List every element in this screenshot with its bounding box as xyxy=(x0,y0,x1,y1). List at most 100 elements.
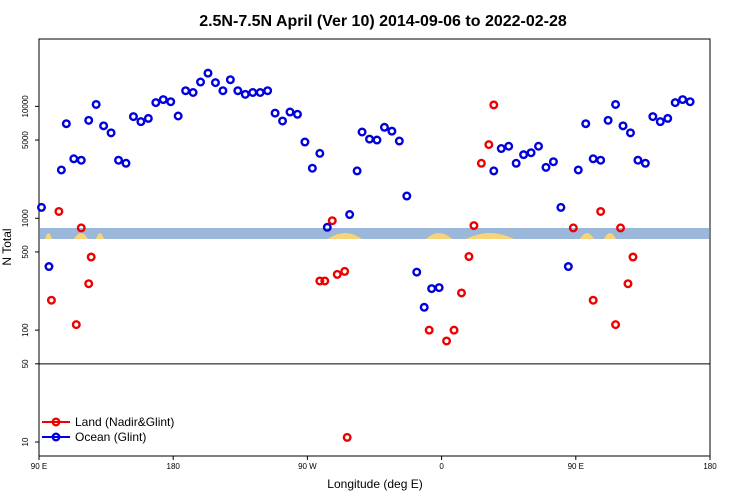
chart-title: 2.5N-7.5N April (Ver 10) 2014-09-06 to 2… xyxy=(199,13,567,30)
point-land-1 xyxy=(54,206,64,216)
map-ocean xyxy=(40,228,709,239)
legend: Land (Nadir&Glint) Ocean (Glint) xyxy=(42,415,174,444)
point-ocean-74 xyxy=(655,117,665,127)
x-tick-label-4: 90 E xyxy=(568,462,584,471)
point-ocean-22 xyxy=(203,68,213,78)
point-ocean-63 xyxy=(573,165,583,175)
point-ocean-17 xyxy=(166,97,176,107)
point-ocean-24 xyxy=(218,86,228,96)
point-ocean-8 xyxy=(99,121,109,131)
legend-label-ocean: Ocean (Glint) xyxy=(75,430,146,444)
point-ocean-42 xyxy=(365,134,375,144)
point-ocean-62 xyxy=(563,262,573,272)
point-ocean-27 xyxy=(240,89,250,99)
point-ocean-10 xyxy=(114,155,124,165)
point-ocean-16 xyxy=(158,95,168,105)
point-ocean-77 xyxy=(678,95,688,105)
point-land-17 xyxy=(469,221,479,231)
x-tick-label-1: 180 xyxy=(167,462,181,471)
point-land-18 xyxy=(476,158,486,168)
point-land-25 xyxy=(616,223,626,233)
x-tick-label-3: 0 xyxy=(439,462,444,471)
point-ocean-23 xyxy=(210,78,220,88)
map-land-4 xyxy=(426,233,452,239)
point-ocean-3 xyxy=(61,119,71,129)
point-ocean-30 xyxy=(263,86,273,96)
point-land-8 xyxy=(327,216,337,226)
map-land-0 xyxy=(45,233,52,239)
point-ocean-48 xyxy=(412,267,422,277)
point-ocean-47 xyxy=(402,191,412,201)
point-ocean-11 xyxy=(121,158,131,168)
point-ocean-64 xyxy=(581,119,591,129)
point-ocean-57 xyxy=(526,148,536,158)
y-tick-label-4: 1000 xyxy=(21,209,30,227)
point-ocean-69 xyxy=(618,121,628,131)
point-land-20 xyxy=(489,100,499,110)
y-tick-label-2: 100 xyxy=(21,323,30,337)
point-ocean-36 xyxy=(307,163,317,173)
y-tick-label-5: 5000 xyxy=(21,131,30,149)
point-ocean-73 xyxy=(648,112,658,122)
point-ocean-54 xyxy=(504,141,514,151)
map-land-7 xyxy=(604,233,616,239)
point-land-12 xyxy=(424,325,434,335)
point-land-22 xyxy=(588,295,598,305)
point-ocean-78 xyxy=(685,97,695,107)
data-points xyxy=(36,68,695,442)
point-ocean-55 xyxy=(511,158,521,168)
point-land-26 xyxy=(623,279,633,289)
point-land-14 xyxy=(449,325,459,335)
point-ocean-60 xyxy=(548,157,558,167)
point-ocean-33 xyxy=(285,107,295,117)
point-ocean-6 xyxy=(84,115,94,125)
point-land-10 xyxy=(340,266,350,276)
point-ocean-26 xyxy=(233,86,243,96)
point-ocean-9 xyxy=(106,128,116,138)
point-ocean-21 xyxy=(196,77,206,87)
point-land-4 xyxy=(84,279,94,289)
legend-label-land: Land (Nadir&Glint) xyxy=(75,415,174,429)
point-land-3 xyxy=(76,223,86,233)
point-ocean-49 xyxy=(419,302,429,312)
point-ocean-44 xyxy=(379,122,389,132)
point-ocean-46 xyxy=(394,136,404,146)
point-ocean-20 xyxy=(188,88,198,98)
point-ocean-1 xyxy=(44,262,54,272)
point-ocean-25 xyxy=(225,75,235,85)
point-ocean-29 xyxy=(255,88,265,98)
point-ocean-4 xyxy=(69,154,79,164)
point-ocean-50 xyxy=(427,284,437,294)
legend-marker-ocean xyxy=(51,432,61,442)
point-ocean-53 xyxy=(496,144,506,154)
point-ocean-15 xyxy=(151,98,161,108)
x-tick-label-0: 90 E xyxy=(31,462,47,471)
point-ocean-7 xyxy=(91,99,101,109)
y-axis: 10 50 100 500 1000 5000 10000 xyxy=(21,95,39,446)
point-land-6 xyxy=(315,276,325,286)
point-ocean-38 xyxy=(322,222,332,232)
point-land-13 xyxy=(442,336,452,346)
point-ocean-72 xyxy=(640,158,650,168)
point-land-16 xyxy=(464,252,474,262)
point-land-15 xyxy=(456,288,466,298)
x-tick-label-5: 180 xyxy=(703,462,717,471)
point-ocean-70 xyxy=(625,128,635,138)
point-ocean-31 xyxy=(270,108,280,118)
point-ocean-14 xyxy=(143,113,153,123)
point-ocean-41 xyxy=(357,127,367,137)
point-ocean-71 xyxy=(633,155,643,165)
map-land-3 xyxy=(328,233,362,239)
y-tick-label-3: 500 xyxy=(21,245,30,259)
point-ocean-65 xyxy=(588,154,598,164)
point-ocean-58 xyxy=(534,141,544,151)
point-ocean-35 xyxy=(300,137,310,147)
point-land-24 xyxy=(611,320,621,330)
point-ocean-40 xyxy=(352,166,362,176)
map-land-5 xyxy=(466,233,514,239)
map-land-6 xyxy=(580,233,594,239)
point-ocean-12 xyxy=(128,112,138,122)
point-ocean-37 xyxy=(315,148,325,158)
point-ocean-51 xyxy=(434,283,444,293)
x-tick-label-2: 90 W xyxy=(298,462,317,471)
